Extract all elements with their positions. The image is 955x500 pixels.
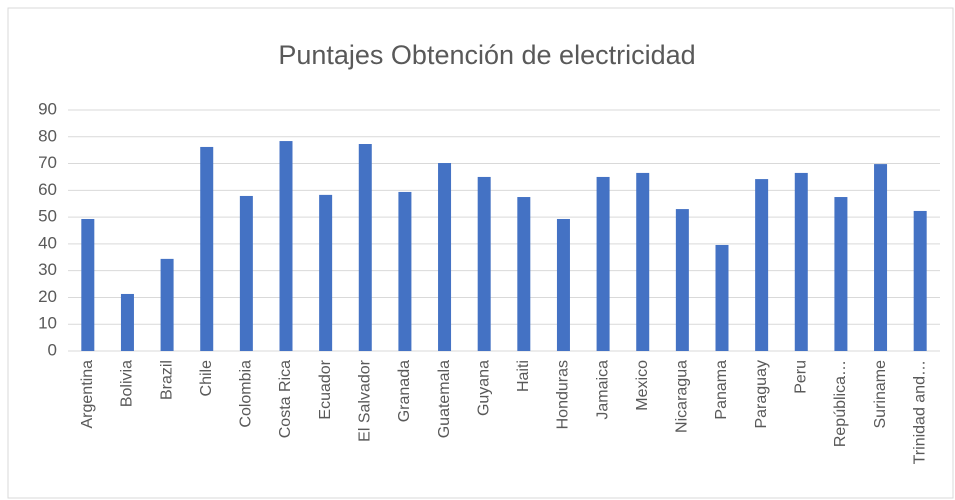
x-tick-label: El Salvador xyxy=(356,359,373,441)
y-tick-label: 30 xyxy=(38,260,57,279)
x-tick-label: Nicaragua xyxy=(674,360,691,433)
y-tick-label: 40 xyxy=(38,233,57,252)
bar xyxy=(81,218,95,351)
bar xyxy=(398,191,412,351)
x-tick-label: Trinidad and… xyxy=(911,360,928,464)
y-tick-label: 60 xyxy=(38,180,57,199)
y-tick-label: 20 xyxy=(38,287,57,306)
bar xyxy=(834,197,848,351)
y-tick-label: 70 xyxy=(38,153,57,172)
x-tick-label: República… xyxy=(832,360,849,447)
x-tick-label: Brazil xyxy=(158,360,175,400)
bar xyxy=(874,164,888,351)
bar xyxy=(239,195,253,351)
x-tick-label: Suriname xyxy=(872,360,889,429)
x-tick-label: Colombia xyxy=(238,360,255,428)
x-tick-label: Chile xyxy=(198,360,215,397)
bar xyxy=(913,210,927,351)
x-tick-label: Guyana xyxy=(475,360,492,416)
bar xyxy=(438,163,452,351)
x-tick-label: Panama xyxy=(713,360,730,420)
x-tick-label: Granada xyxy=(396,360,413,422)
chart-title: Puntajes Obtención de electricidad xyxy=(278,40,695,70)
bar xyxy=(319,194,333,351)
x-tick-label: Guatemala xyxy=(436,360,453,438)
bar xyxy=(160,258,174,351)
x-tick-label: Costa Rica xyxy=(277,360,294,438)
bar xyxy=(200,146,214,351)
bar xyxy=(675,209,689,351)
x-tick-label: Honduras xyxy=(555,360,572,429)
bar xyxy=(358,144,372,351)
x-tick-label: Ecuador xyxy=(317,359,334,419)
bar xyxy=(556,218,570,351)
bar xyxy=(279,141,293,351)
bar xyxy=(715,244,729,351)
x-tick-label: Argentina xyxy=(79,360,96,429)
bar xyxy=(517,197,531,351)
bar xyxy=(477,176,491,351)
bar xyxy=(794,172,808,351)
bar xyxy=(120,293,134,351)
y-tick-label: 80 xyxy=(38,126,57,145)
bar xyxy=(636,172,650,351)
y-tick-label: 10 xyxy=(38,314,57,333)
y-tick-label: 50 xyxy=(38,207,57,226)
x-tick-label: Mexico xyxy=(634,360,651,411)
bar xyxy=(755,179,769,351)
x-tick-label: Bolivia xyxy=(119,360,136,407)
y-tick-label: 90 xyxy=(38,99,57,118)
bar xyxy=(596,176,610,351)
x-tick-label: Haiti xyxy=(515,360,532,392)
x-tick-label: Jamaica xyxy=(594,360,611,420)
y-tick-label: 0 xyxy=(48,340,57,359)
x-tick-label: Peru xyxy=(792,360,809,394)
x-tick-label: Paraguay xyxy=(753,360,770,429)
